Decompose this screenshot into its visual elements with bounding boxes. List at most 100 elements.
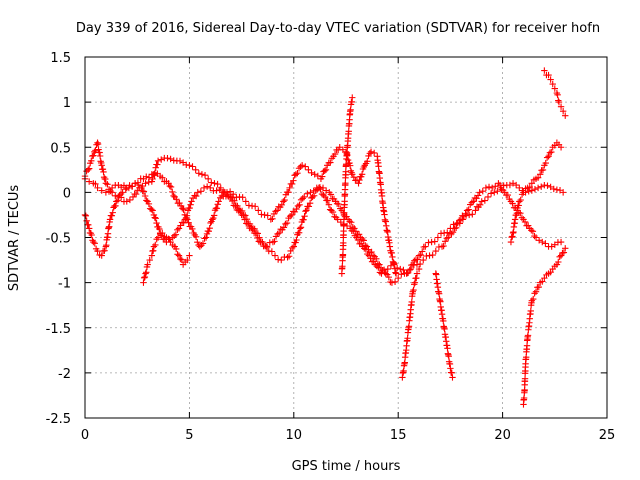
data-point xyxy=(175,225,183,232)
data-point xyxy=(255,238,263,245)
data-point xyxy=(148,252,156,259)
data-point xyxy=(335,200,342,208)
data-point xyxy=(167,183,175,191)
data-point xyxy=(116,192,123,199)
data-point xyxy=(534,174,542,181)
data-point xyxy=(415,265,423,273)
data-point xyxy=(135,181,142,189)
data-point xyxy=(401,270,408,277)
x-tick-label: 0 xyxy=(81,428,89,443)
data-point xyxy=(448,230,455,238)
data-point xyxy=(294,202,302,210)
data-point xyxy=(444,345,451,352)
data-point xyxy=(435,290,443,297)
data-point xyxy=(547,76,554,83)
data-point xyxy=(528,180,536,187)
data-point xyxy=(84,166,92,174)
data-point xyxy=(509,180,517,187)
data-point xyxy=(210,212,218,219)
data-point xyxy=(194,189,201,196)
data-point xyxy=(119,189,126,196)
data-point xyxy=(392,269,399,276)
data-point xyxy=(549,80,556,88)
data-point xyxy=(140,188,148,195)
data-point xyxy=(413,270,421,277)
data-point xyxy=(363,243,371,250)
data-point xyxy=(297,196,305,204)
data-point xyxy=(441,325,448,333)
data-point xyxy=(469,211,476,218)
data-point xyxy=(199,240,207,247)
data-point xyxy=(297,224,305,231)
data-point xyxy=(203,183,211,190)
data-point xyxy=(309,193,316,201)
data-point xyxy=(324,197,331,204)
data-point xyxy=(401,359,409,366)
data-point xyxy=(206,224,213,232)
data-point xyxy=(298,162,306,169)
data-point xyxy=(382,270,389,277)
data-point xyxy=(154,234,162,241)
data-point xyxy=(290,243,297,250)
data-point xyxy=(255,207,262,214)
series-t9 xyxy=(541,67,569,119)
data-point xyxy=(308,169,315,177)
data-point xyxy=(449,228,457,236)
data-point xyxy=(555,98,563,106)
data-point xyxy=(462,210,469,218)
data-point xyxy=(213,205,221,212)
data-point xyxy=(384,265,391,273)
series-t6 xyxy=(399,265,423,381)
x-tick-label: 5 xyxy=(185,428,193,443)
data-point xyxy=(543,154,551,161)
data-point xyxy=(521,218,529,226)
data-point xyxy=(94,184,101,192)
data-point xyxy=(303,207,310,214)
data-point xyxy=(289,244,296,252)
data-point xyxy=(170,192,177,200)
data-point xyxy=(122,185,129,193)
data-point xyxy=(488,184,496,192)
data-point xyxy=(431,238,438,245)
data-point xyxy=(141,192,149,200)
data-point xyxy=(159,229,166,237)
data-point xyxy=(236,207,244,215)
data-point xyxy=(177,255,184,263)
data-point xyxy=(524,222,532,229)
data-point xyxy=(305,203,313,210)
data-point xyxy=(220,188,228,195)
data-point xyxy=(295,165,303,172)
data-point xyxy=(180,219,187,227)
y-tick-label: -1 xyxy=(58,277,71,292)
data-point xyxy=(187,201,194,208)
data-point xyxy=(360,237,367,244)
data-point xyxy=(145,200,153,208)
data-point xyxy=(322,166,330,173)
data-point xyxy=(104,181,111,188)
data-point xyxy=(88,157,95,164)
data-point xyxy=(313,184,320,192)
data-point xyxy=(351,225,358,232)
series-t7 xyxy=(432,270,456,381)
data-point xyxy=(532,288,540,295)
data-point xyxy=(420,256,427,264)
data-point xyxy=(397,265,404,273)
data-point xyxy=(515,202,522,209)
series-t5 xyxy=(338,94,356,277)
data-point xyxy=(528,227,535,234)
data-point xyxy=(102,175,109,183)
data-point xyxy=(85,225,93,232)
data-point xyxy=(559,189,567,196)
data-point xyxy=(159,174,166,181)
data-point xyxy=(103,242,110,249)
data-point xyxy=(481,197,489,204)
data-point xyxy=(176,157,184,165)
data-point xyxy=(151,169,159,177)
data-point xyxy=(251,203,259,210)
data-point xyxy=(286,212,294,220)
data-point xyxy=(92,147,99,154)
data-point xyxy=(280,198,287,205)
data-point xyxy=(294,169,301,177)
data-point xyxy=(541,274,548,282)
data-point xyxy=(249,225,256,233)
